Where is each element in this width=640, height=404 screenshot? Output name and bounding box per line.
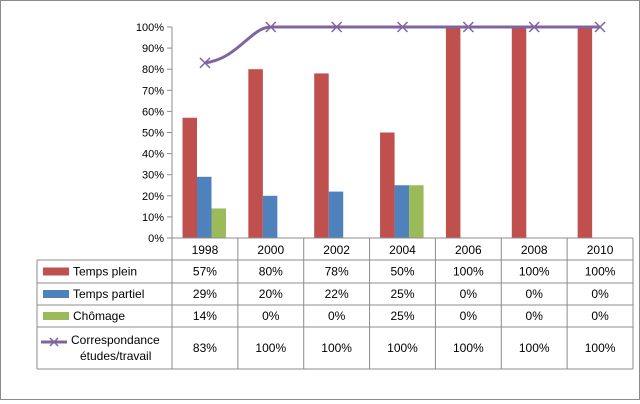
data-label: 0%	[460, 287, 478, 301]
bar-temps-plein-1998	[182, 117, 197, 238]
line-series	[199, 21, 606, 69]
marker-stroke	[396, 21, 409, 33]
legend-label: Temps partiel	[73, 287, 144, 301]
marker-x-2004	[396, 21, 409, 33]
data-label: 100%	[585, 265, 616, 279]
bar-temps-plein-2006	[445, 27, 461, 238]
marker-x-1998	[199, 57, 211, 69]
y-tick-label: 30%	[142, 170, 164, 182]
data-label: 83%	[193, 341, 217, 355]
y-tick-label: 40%	[142, 149, 164, 161]
data-label: 0%	[262, 309, 280, 323]
data-label: 80%	[259, 265, 283, 279]
marker-stroke	[594, 21, 606, 33]
legend-key-temps-plein	[43, 267, 69, 276]
marker-stroke	[462, 21, 474, 33]
y-tick-label: 80%	[142, 64, 164, 76]
bar-ch-mage-2004	[409, 185, 424, 238]
marker-stroke	[265, 21, 277, 33]
legend-label: Chômage	[73, 309, 125, 323]
data-label: 100%	[321, 341, 352, 355]
legend-key-temps-partiel	[43, 290, 69, 298]
bars	[182, 27, 593, 238]
data-label: 0%	[460, 309, 478, 323]
data-label: 78%	[325, 265, 349, 279]
data-label: 100%	[453, 341, 484, 355]
bar-temps-plein-2008	[511, 27, 527, 238]
data-label: 22%	[325, 287, 349, 301]
category-label: 2008	[521, 243, 548, 257]
legend-marker	[49, 337, 59, 347]
data-label: 0%	[328, 309, 346, 323]
bar-temps-partiel-2002	[328, 191, 344, 238]
legend-label-line: Correspondance	[71, 333, 160, 347]
y-axis: 0% 10% 20% 30% 40% 50% 60% 70% 80% 90% 100%	[136, 22, 173, 245]
y-tick-label: 90%	[142, 43, 164, 55]
data-label: 25%	[390, 287, 414, 301]
data-label: 0%	[526, 309, 544, 323]
y-tick-label: 0%	[148, 233, 164, 245]
marker-x-2002	[331, 21, 343, 33]
category-label: 2000	[257, 243, 284, 257]
data-label: 25%	[390, 309, 414, 323]
bar-ch-mage-1998	[211, 208, 226, 238]
legend-key-correspondance	[41, 337, 67, 347]
data-label: 57%	[193, 265, 217, 279]
data-label: 14%	[193, 309, 217, 323]
data-label: 0%	[591, 287, 609, 301]
category-label: 2006	[455, 243, 482, 257]
bar-temps-partiel-2000	[262, 195, 278, 238]
marker-x-2000	[265, 21, 277, 33]
data-label: 0%	[591, 309, 609, 323]
bar-temps-plein-2002	[314, 73, 329, 238]
data-label: 100%	[519, 341, 550, 355]
y-tick-label: 50%	[142, 128, 164, 140]
legend-label-line: études/travail	[80, 349, 151, 363]
data-table: 1998 2000 2002 2004 2006 2008 2010 Temps plein 5…	[36, 237, 634, 370]
marker-stroke	[331, 21, 343, 33]
legend-label: Temps plein	[73, 265, 137, 279]
data-label: 100%	[453, 265, 484, 279]
bar-temps-plein-2004	[380, 132, 395, 238]
data-label: 100%	[585, 341, 616, 355]
data-label: 29%	[193, 287, 217, 301]
legend-key-ch-mage	[43, 312, 69, 320]
category-label: 2002	[323, 243, 350, 257]
data-label: 0%	[526, 287, 544, 301]
y-tick-label: 10%	[142, 212, 164, 224]
category-label: 2004	[389, 243, 416, 257]
y-tick-label: 70%	[142, 85, 164, 97]
bar-temps-partiel-1998	[197, 176, 212, 238]
marker-x-2006	[462, 21, 474, 33]
marker-stroke	[528, 21, 540, 33]
marker-stroke	[199, 57, 211, 69]
bar-temps-plein-2000	[248, 69, 263, 238]
data-label: 100%	[255, 341, 286, 355]
category-label: 1998	[192, 243, 219, 257]
marker-x-2010	[594, 21, 606, 33]
data-label: 20%	[259, 287, 283, 301]
data-label: 100%	[387, 341, 418, 355]
category-label: 2010	[587, 243, 614, 257]
y-tick-label: 100%	[136, 22, 164, 34]
data-label: 100%	[519, 265, 550, 279]
y-tick-label: 60%	[142, 106, 164, 118]
bar-temps-partiel-2004	[394, 185, 410, 238]
bar-temps-plein-2010	[577, 27, 593, 238]
y-tick-label: 20%	[142, 191, 164, 203]
data-label: 50%	[390, 265, 414, 279]
line-correspondance	[204, 25, 601, 65]
marker-x-2008	[528, 21, 540, 33]
